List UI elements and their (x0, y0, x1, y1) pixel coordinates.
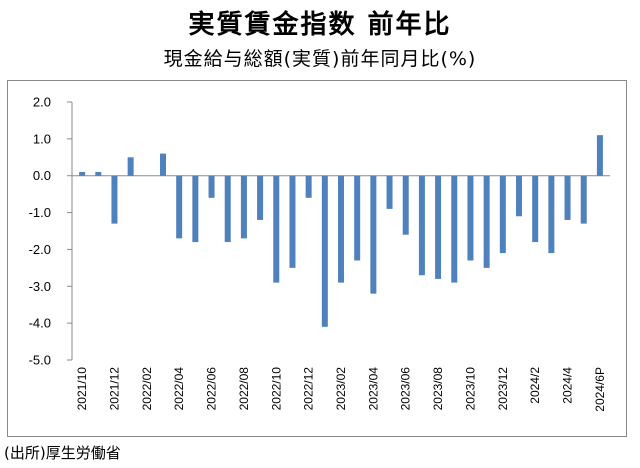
bar-2023-10 (467, 175, 474, 261)
bar-2022-07 (224, 175, 231, 243)
bar-2022-04 (176, 175, 183, 239)
chart-title: 実質賃金指数 前年比 (188, 10, 452, 40)
x-tick-label: 2022/04 (172, 367, 186, 411)
x-tick-label: 2022/08 (237, 367, 251, 411)
bar-2023-06 (402, 175, 409, 235)
y-tick-label: 1.0 (33, 131, 51, 146)
bar-2023-07 (418, 175, 425, 276)
source-note: (出所)厚生労働省 (4, 444, 121, 462)
bar-2023-08 (435, 175, 442, 279)
bar-2021-10 (79, 172, 86, 176)
bar-2022-11 (289, 175, 296, 268)
bar-2023-02 (338, 175, 344, 283)
y-tick-label: 0.0 (33, 168, 51, 183)
x-tick-label: 2023/12 (496, 367, 510, 411)
x-tick-label: 2023/10 (463, 367, 477, 411)
x-tick-label: 2021/10 (75, 367, 89, 411)
bar-2022-06 (208, 175, 215, 198)
bar-2024-3 (548, 175, 555, 254)
bar-2022-12 (305, 175, 312, 198)
bar-2023-09 (451, 175, 458, 283)
y-tick-label: -1.0 (29, 205, 51, 220)
x-tick-label: 2022/02 (140, 367, 154, 411)
x-tick-label: 2021/12 (107, 367, 121, 411)
y-tick-label: -3.0 (29, 279, 51, 294)
bar-2023-05 (386, 175, 393, 209)
x-tick-label: 2023/08 (431, 367, 445, 411)
bar-2022-09 (257, 175, 264, 220)
bar-2022-10 (273, 175, 280, 283)
bar-2023-11 (483, 175, 490, 268)
x-tick-label: 2024/6P (593, 367, 607, 412)
bar-2022-05 (192, 175, 199, 243)
bar-2022-03 (160, 153, 166, 176)
bar-2021-12 (111, 175, 118, 224)
x-tick-label: 2023/02 (334, 367, 348, 411)
bar-2023-03 (354, 175, 361, 261)
bar-chart: 2.0 1.0 0.0 -1.0 -2.0 -3.0 -4.0 -5.0 2021/10 2021… (29, 95, 610, 412)
bar-2024-1 (516, 175, 522, 217)
bar-2024-4 (564, 175, 571, 220)
bar-2024-2 (532, 175, 539, 243)
bar-2023-12 (499, 175, 506, 254)
x-tick-label: 2022/12 (302, 367, 316, 411)
bar-2023-01 (321, 175, 328, 327)
chart-subtitle: 現金給与総額(実質)前年同月比(%) (163, 48, 477, 70)
x-tick-label: 2023/06 (399, 367, 413, 411)
bar-2022-08 (240, 175, 247, 239)
y-tick-label: -2.0 (29, 242, 51, 257)
x-tick-label: 2022/10 (269, 367, 283, 411)
bar-2022-01 (127, 157, 134, 176)
bar-2023-04 (370, 175, 377, 294)
x-tick-label: 2023/04 (366, 367, 380, 411)
x-tick-label: 2022/06 (205, 367, 219, 411)
bar-2024-5 (580, 175, 587, 224)
x-tick-label: 2024/4 (561, 367, 575, 404)
bar-2021-11 (95, 172, 102, 176)
x-tick-label: 2024/2 (528, 367, 542, 404)
y-tick-label: -5.0 (29, 353, 51, 368)
bar-2024-6P (596, 135, 603, 176)
y-tick-label: 2.0 (33, 95, 51, 110)
y-tick-label: -4.0 (29, 316, 51, 331)
chart-panel: 2.0 1.0 0.0 -1.0 -2.0 -3.0 -4.0 -5.0 2021/10 2021… (7, 80, 627, 437)
